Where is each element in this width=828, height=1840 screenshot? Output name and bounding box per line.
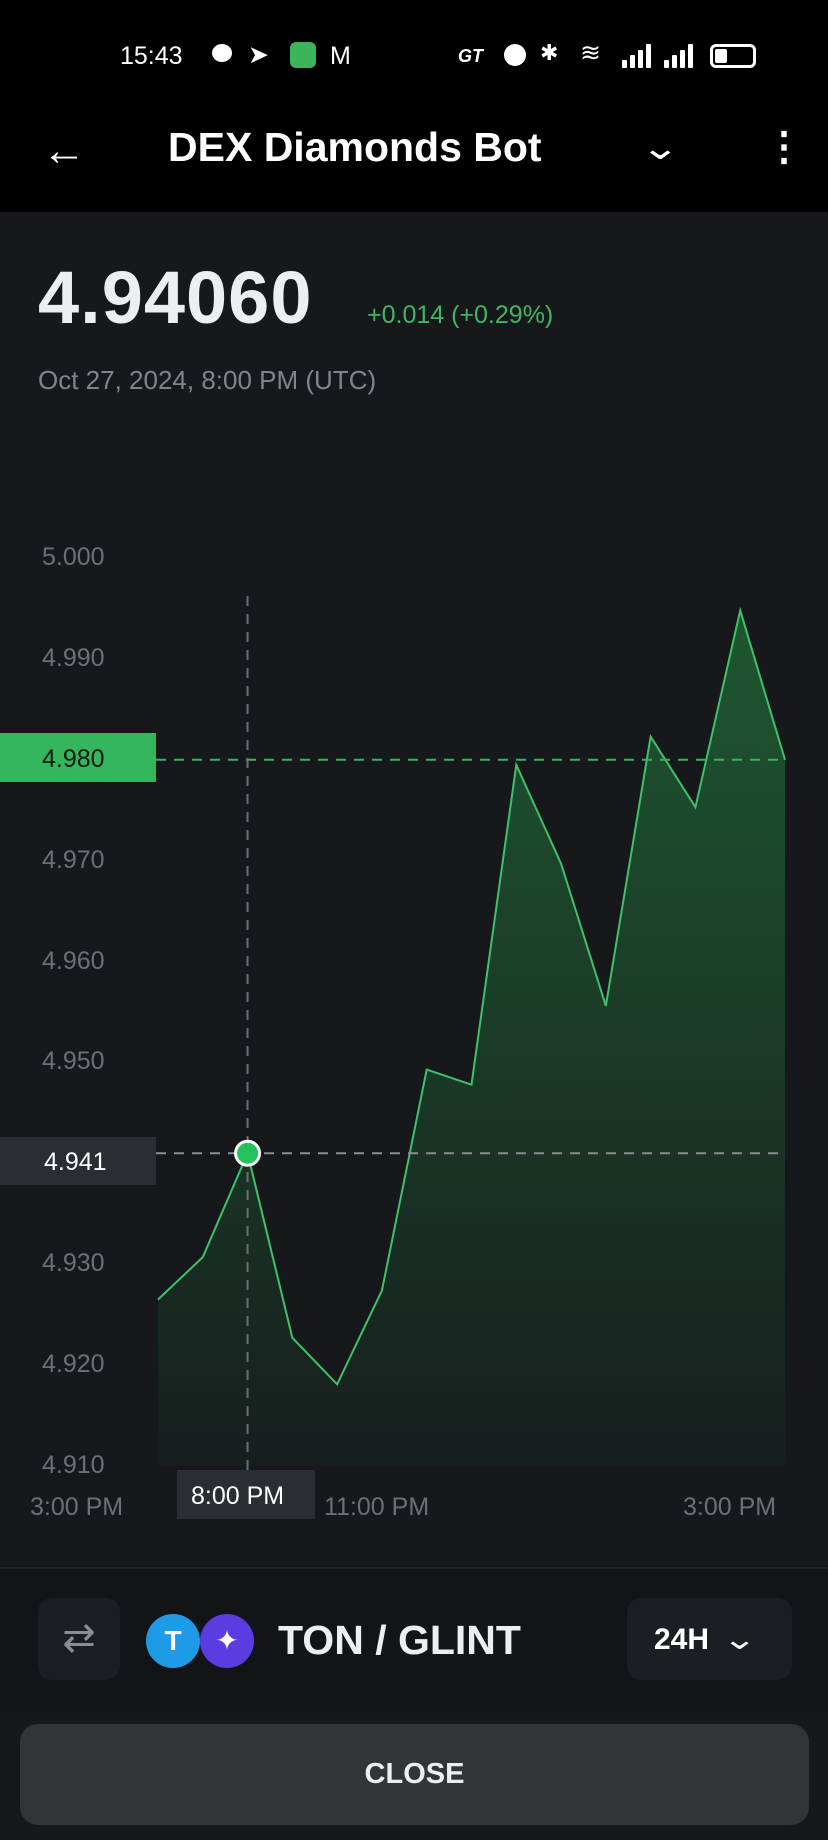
price-line (157, 606, 786, 1387)
y-tick: 4.970 (42, 845, 105, 874)
x-tick: 11:00 PM (324, 1493, 430, 1521)
signal-2-icon (664, 44, 696, 68)
shield-icon (290, 42, 316, 68)
gt-icon: GT (458, 46, 483, 66)
price-value: 4.94060 (38, 256, 313, 339)
y-tick: 4.920 (42, 1350, 105, 1379)
price-date: Oct 27, 2024, 8:00 PM (UTC) (38, 365, 377, 395)
bluetooth-icon: ✱ (540, 40, 559, 65)
y-tick: 4.960 (42, 946, 105, 975)
price-change: +0.014 (+0.29%) (367, 301, 554, 329)
crosshair-time-label: 8:00 PM (177, 1470, 315, 1519)
swap-pair-button[interactable]: ⇄ (38, 1598, 120, 1680)
y-tick: 4.910 (42, 1451, 105, 1479)
period-select[interactable]: 24H ⌄ (627, 1598, 792, 1680)
signal-icon (622, 44, 654, 68)
more-options-icon[interactable]: ⋮ (764, 125, 804, 169)
swap-icon: ⇄ (62, 1616, 96, 1660)
area-fill (158, 610, 785, 1466)
y-tick: 5.000 (42, 543, 105, 571)
alarm-icon (504, 44, 526, 66)
last-price-label: 4.980 (0, 733, 156, 782)
ton-token-icon: T (146, 1614, 200, 1668)
crosshair-value-label: 4.941 (0, 1137, 156, 1185)
status-time: 15:43 (120, 42, 183, 70)
x-tick: 3:00 PM (683, 1493, 777, 1521)
back-arrow-icon[interactable]: ← (42, 126, 86, 175)
x-tick: 3:00 PM (30, 1493, 124, 1521)
status-bar: 15:43 ➤ M GT ✱ ≋ (0, 0, 828, 110)
app-bar: ← ⌄ ⋮ (0, 110, 828, 212)
close-button[interactable]: CLOSE (20, 1724, 809, 1825)
period-value: 24H (654, 1623, 710, 1656)
y-tick: 4.930 (42, 1249, 105, 1278)
chevron-down-icon: ⌄ (722, 1623, 758, 1656)
telegram-icon: ➤ (248, 41, 269, 69)
app-title: DEX Diamonds Bot (168, 124, 542, 170)
mail-icon: M (330, 42, 351, 70)
wifi-icon: ≋ (580, 39, 601, 67)
chat-icon (212, 44, 232, 62)
divider (0, 1567, 828, 1569)
pair-label: TON / GLINT (278, 1617, 521, 1663)
y-tick: 4.990 (42, 643, 105, 672)
y-tick: 4.950 (42, 1047, 105, 1076)
battery-icon (710, 44, 756, 68)
glint-token-icon: ✦ (200, 1614, 254, 1668)
chevron-down-icon[interactable]: ⌄ (640, 129, 681, 167)
data-point (234, 1139, 262, 1167)
